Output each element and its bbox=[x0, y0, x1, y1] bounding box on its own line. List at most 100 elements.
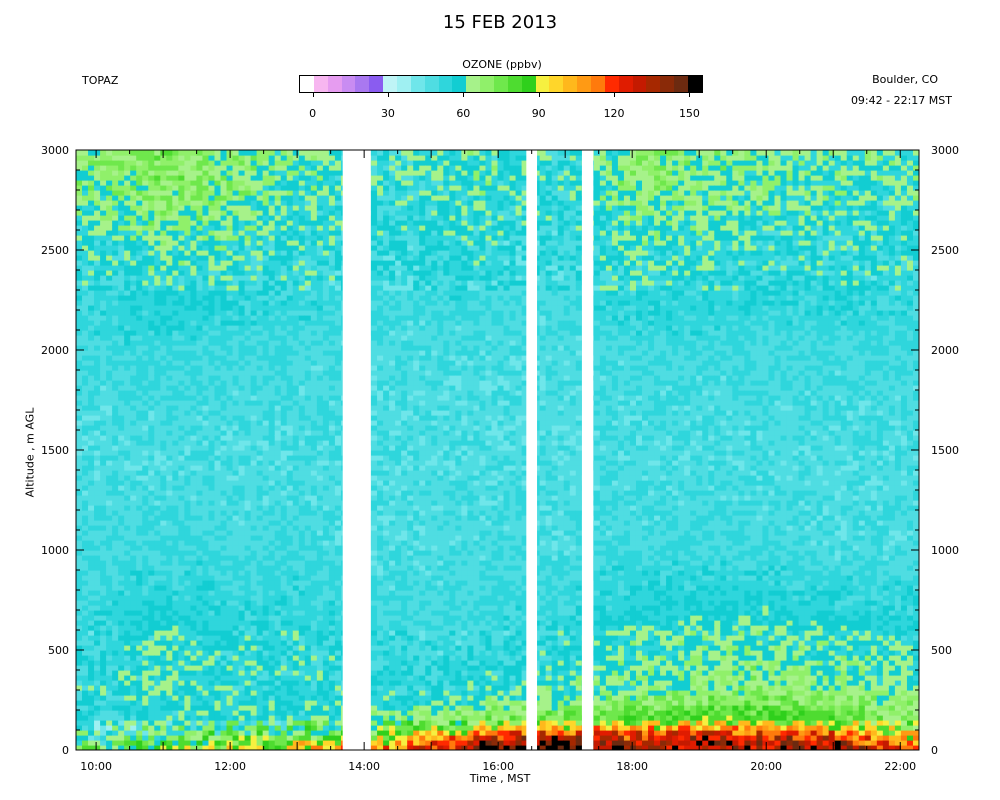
heatmap-cell bbox=[214, 285, 222, 291]
heatmap-cell bbox=[226, 610, 234, 616]
heatmap-cell bbox=[250, 515, 258, 521]
heatmap-cell bbox=[154, 665, 161, 671]
heatmap-cell bbox=[136, 605, 143, 611]
heatmap-cell bbox=[304, 415, 312, 421]
heatmap-cell bbox=[184, 175, 192, 181]
heatmap-cell bbox=[292, 150, 300, 156]
heatmap-cell bbox=[298, 310, 306, 316]
heatmap-cell bbox=[136, 290, 143, 296]
heatmap-cell bbox=[214, 340, 222, 346]
heatmap-cell bbox=[238, 310, 246, 316]
heatmap-cell bbox=[88, 270, 95, 276]
heatmap-cell bbox=[172, 545, 179, 551]
heatmap-cell bbox=[178, 465, 185, 471]
heatmap-cell bbox=[166, 340, 173, 346]
heatmap-cell bbox=[316, 485, 324, 491]
heatmap-cell bbox=[262, 170, 270, 176]
heatmap-cell bbox=[298, 440, 306, 446]
heatmap-cell bbox=[88, 630, 95, 636]
heatmap-cell bbox=[286, 190, 294, 196]
heatmap-cell bbox=[304, 305, 312, 311]
heatmap-cell bbox=[100, 665, 107, 671]
heatmap-cell bbox=[262, 470, 270, 476]
heatmap-cell bbox=[304, 700, 312, 706]
heatmap-cell bbox=[280, 290, 288, 296]
heatmap-cell bbox=[94, 745, 101, 750]
heatmap-cell bbox=[94, 190, 101, 196]
heatmap-cell bbox=[196, 615, 204, 621]
heatmap-cell bbox=[190, 285, 198, 291]
heatmap-cell bbox=[160, 335, 167, 341]
heatmap-cell bbox=[166, 540, 173, 546]
heatmap-cell bbox=[298, 595, 306, 601]
heatmap-cell bbox=[106, 620, 113, 626]
heatmap-cell bbox=[292, 285, 300, 291]
heatmap-cell bbox=[214, 280, 222, 286]
heatmap-cell bbox=[250, 320, 258, 326]
heatmap-cell bbox=[268, 290, 276, 296]
heatmap-cell bbox=[142, 560, 149, 566]
heatmap-cell bbox=[190, 715, 198, 721]
heatmap-cell bbox=[316, 295, 324, 301]
heatmap-cell bbox=[256, 515, 264, 521]
heatmap-cell bbox=[232, 225, 240, 231]
heatmap-cell bbox=[298, 735, 306, 741]
heatmap-cell bbox=[244, 390, 252, 396]
heatmap-cell bbox=[148, 465, 155, 471]
heatmap-cell bbox=[190, 290, 198, 296]
heatmap-cell bbox=[166, 735, 173, 741]
heatmap-cell bbox=[118, 745, 125, 750]
heatmap-cell bbox=[250, 305, 258, 311]
heatmap-cell bbox=[280, 430, 288, 436]
heatmap-cell bbox=[142, 305, 149, 311]
heatmap-cell bbox=[274, 545, 282, 551]
heatmap-cell bbox=[88, 505, 95, 511]
heatmap-cell bbox=[154, 680, 161, 686]
heatmap-cell bbox=[106, 575, 113, 581]
heatmap-cell bbox=[172, 250, 179, 256]
heatmap-cell bbox=[292, 670, 300, 676]
heatmap-cell bbox=[232, 475, 240, 481]
heatmap-cell bbox=[106, 285, 113, 291]
heatmap-cell bbox=[184, 660, 192, 666]
heatmap-cell bbox=[286, 380, 294, 386]
heatmap-cell bbox=[136, 410, 143, 416]
heatmap-cell bbox=[244, 240, 252, 246]
heatmap-cell bbox=[238, 505, 246, 511]
heatmap-cell bbox=[142, 250, 149, 256]
heatmap-cell bbox=[316, 315, 324, 321]
heatmap-cell bbox=[268, 635, 276, 641]
heatmap-cell bbox=[304, 165, 312, 171]
heatmap-cell bbox=[244, 160, 252, 166]
heatmap-cell bbox=[196, 515, 204, 521]
heatmap-cell bbox=[94, 200, 101, 206]
heatmap-cell bbox=[100, 185, 107, 191]
heatmap-cell bbox=[172, 480, 179, 486]
heatmap-cell bbox=[316, 725, 324, 731]
heatmap-cell bbox=[262, 725, 270, 731]
heatmap-cell bbox=[274, 515, 282, 521]
heatmap-cell bbox=[310, 455, 318, 461]
heatmap-cell bbox=[130, 435, 137, 441]
heatmap-cell bbox=[316, 420, 324, 426]
heatmap-cell bbox=[286, 540, 294, 546]
heatmap-cell bbox=[208, 665, 216, 671]
heatmap-cell bbox=[148, 310, 155, 316]
heatmap-cell bbox=[82, 620, 89, 626]
heatmap-cell bbox=[148, 735, 155, 741]
heatmap-cell bbox=[76, 420, 83, 426]
heatmap-cell bbox=[208, 595, 216, 601]
heatmap-cell bbox=[274, 640, 282, 646]
heatmap-cell bbox=[82, 315, 89, 321]
heatmap-cell bbox=[268, 430, 276, 436]
heatmap-cell bbox=[94, 540, 101, 546]
heatmap-cell bbox=[316, 515, 324, 521]
heatmap-cell bbox=[148, 455, 155, 461]
heatmap-cell bbox=[250, 635, 258, 641]
heatmap-cell bbox=[262, 560, 270, 566]
heatmap-cell bbox=[280, 510, 288, 516]
heatmap-cell bbox=[292, 295, 300, 301]
heatmap-cell bbox=[310, 560, 318, 566]
heatmap-cell bbox=[208, 410, 216, 416]
heatmap-cell bbox=[298, 420, 306, 426]
